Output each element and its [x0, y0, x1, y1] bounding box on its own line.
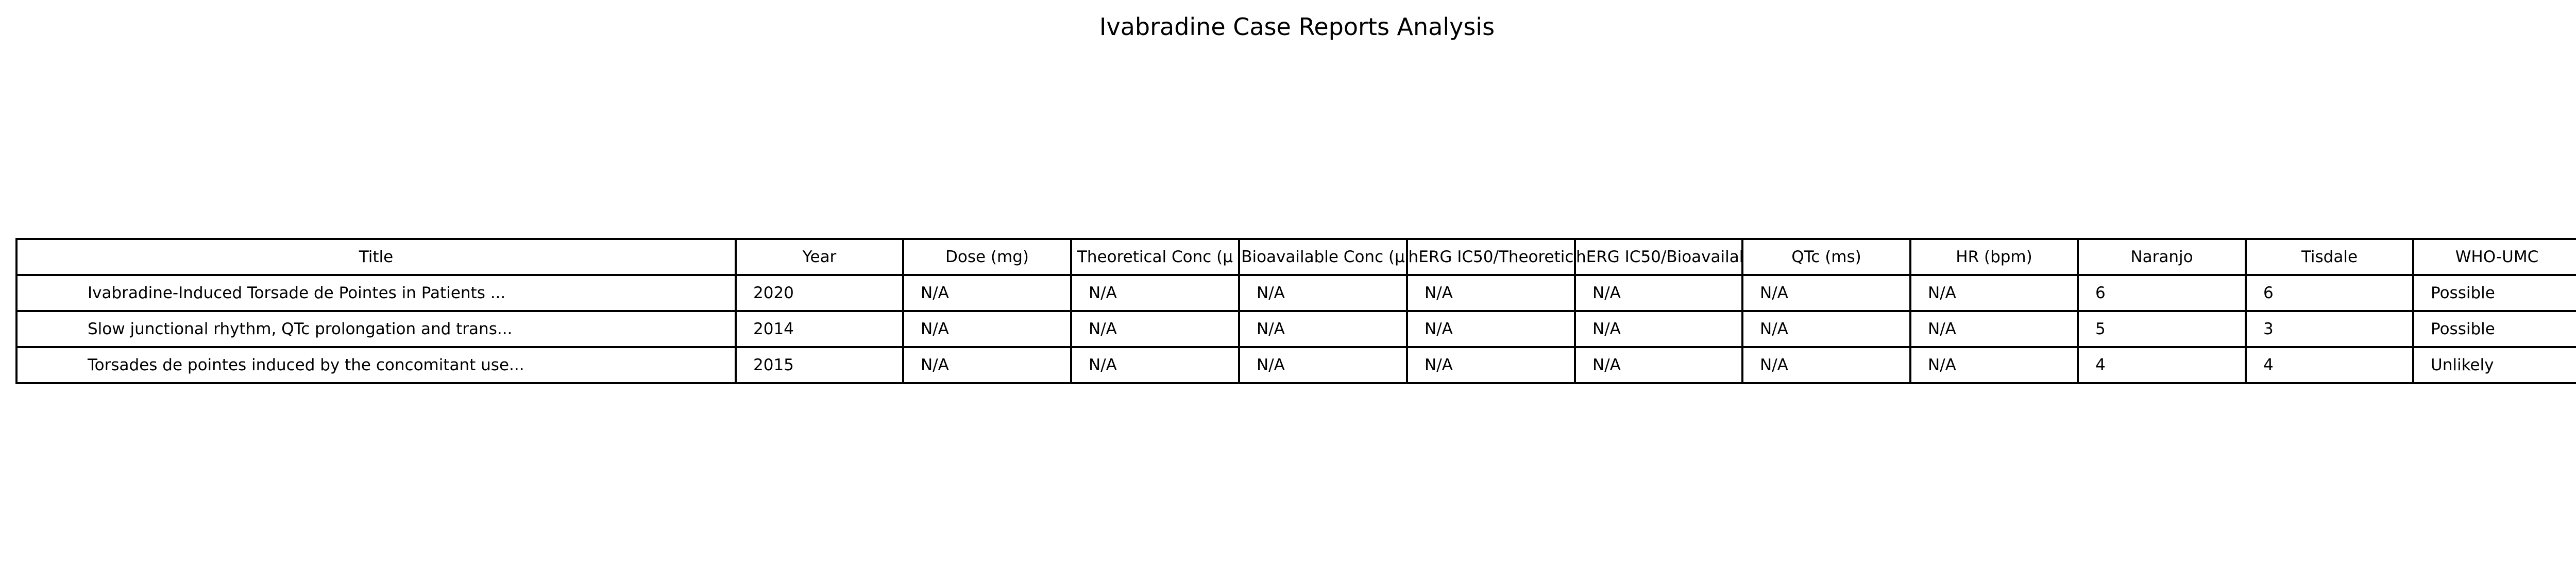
table-row: Torsades de pointes induced by the conco…: [15, 346, 2576, 384]
cell-who-umc: Unlikely: [2412, 346, 2576, 384]
chart-title: Ivabradine Case Reports Analysis: [1099, 13, 1495, 41]
cell-tisdale: 3: [2245, 310, 2414, 348]
cell-dose: N/A: [902, 310, 1072, 348]
header-hr: HR (bpm): [1909, 238, 2079, 276]
header-tisdale: Tisdale: [2245, 238, 2414, 276]
cell-herg-ic50-theoretical: N/A: [1406, 274, 1576, 312]
header-qtc: QTc (ms): [1741, 238, 1911, 276]
cell-theoretical-conc: N/A: [1070, 346, 1240, 384]
cell-herg-ic50-theoretical: N/A: [1406, 310, 1576, 348]
table-row: Ivabradine-Induced Torsade de Pointes in…: [15, 274, 2576, 312]
cell-theoretical-conc: N/A: [1070, 310, 1240, 348]
cell-year: 2015: [735, 346, 904, 384]
cell-who-umc: Possible: [2412, 310, 2576, 348]
cell-title: Slow junctional rhythm, QTc prolongation…: [15, 310, 737, 348]
cell-herg-ic50-theoretical: N/A: [1406, 346, 1576, 384]
header-naranjo: Naranjo: [2077, 238, 2247, 276]
header-theoretical-conc: Theoretical Conc (μ: [1070, 238, 1240, 276]
header-who-umc: WHO-UMC: [2412, 238, 2576, 276]
cell-year: 2020: [735, 274, 904, 312]
cell-naranjo: 4: [2077, 346, 2247, 384]
cell-tisdale: 4: [2245, 346, 2414, 384]
header-herg-ic50-theoretical: hERG IC50/Theoretic: [1406, 238, 1576, 276]
cell-dose: N/A: [902, 274, 1072, 312]
cell-herg-ic50-bioavailable: N/A: [1574, 310, 1743, 348]
cell-bioavailable-conc: N/A: [1238, 346, 1408, 384]
cell-naranjo: 6: [2077, 274, 2247, 312]
cell-hr: N/A: [1909, 310, 2079, 348]
table-row: Slow junctional rhythm, QTc prolongation…: [15, 310, 2576, 348]
header-dose: Dose (mg): [902, 238, 1072, 276]
cell-tisdale: 6: [2245, 274, 2414, 312]
cell-naranjo: 5: [2077, 310, 2247, 348]
header-title: Title: [15, 238, 737, 276]
case-reports-table: Title Year Dose (mg) Theoretical Conc (μ…: [15, 238, 2576, 384]
cell-title: Torsades de pointes induced by the conco…: [15, 346, 737, 384]
cell-qtc: N/A: [1741, 274, 1911, 312]
cell-herg-ic50-bioavailable: N/A: [1574, 274, 1743, 312]
header-year: Year: [735, 238, 904, 276]
cell-title: Ivabradine-Induced Torsade de Pointes in…: [15, 274, 737, 312]
table-header-row: Title Year Dose (mg) Theoretical Conc (μ…: [15, 238, 2576, 276]
cell-theoretical-conc: N/A: [1070, 274, 1240, 312]
header-herg-ic50-bioavailable: hERG IC50/Bioavailab: [1574, 238, 1743, 276]
header-bioavailable-conc: Bioavailable Conc (μ: [1238, 238, 1408, 276]
cell-hr: N/A: [1909, 274, 2079, 312]
cell-bioavailable-conc: N/A: [1238, 310, 1408, 348]
cell-herg-ic50-bioavailable: N/A: [1574, 346, 1743, 384]
cell-hr: N/A: [1909, 346, 2079, 384]
cell-qtc: N/A: [1741, 310, 1911, 348]
cell-dose: N/A: [902, 346, 1072, 384]
cell-bioavailable-conc: N/A: [1238, 274, 1408, 312]
cell-qtc: N/A: [1741, 346, 1911, 384]
cell-who-umc: Possible: [2412, 274, 2576, 312]
cell-year: 2014: [735, 310, 904, 348]
